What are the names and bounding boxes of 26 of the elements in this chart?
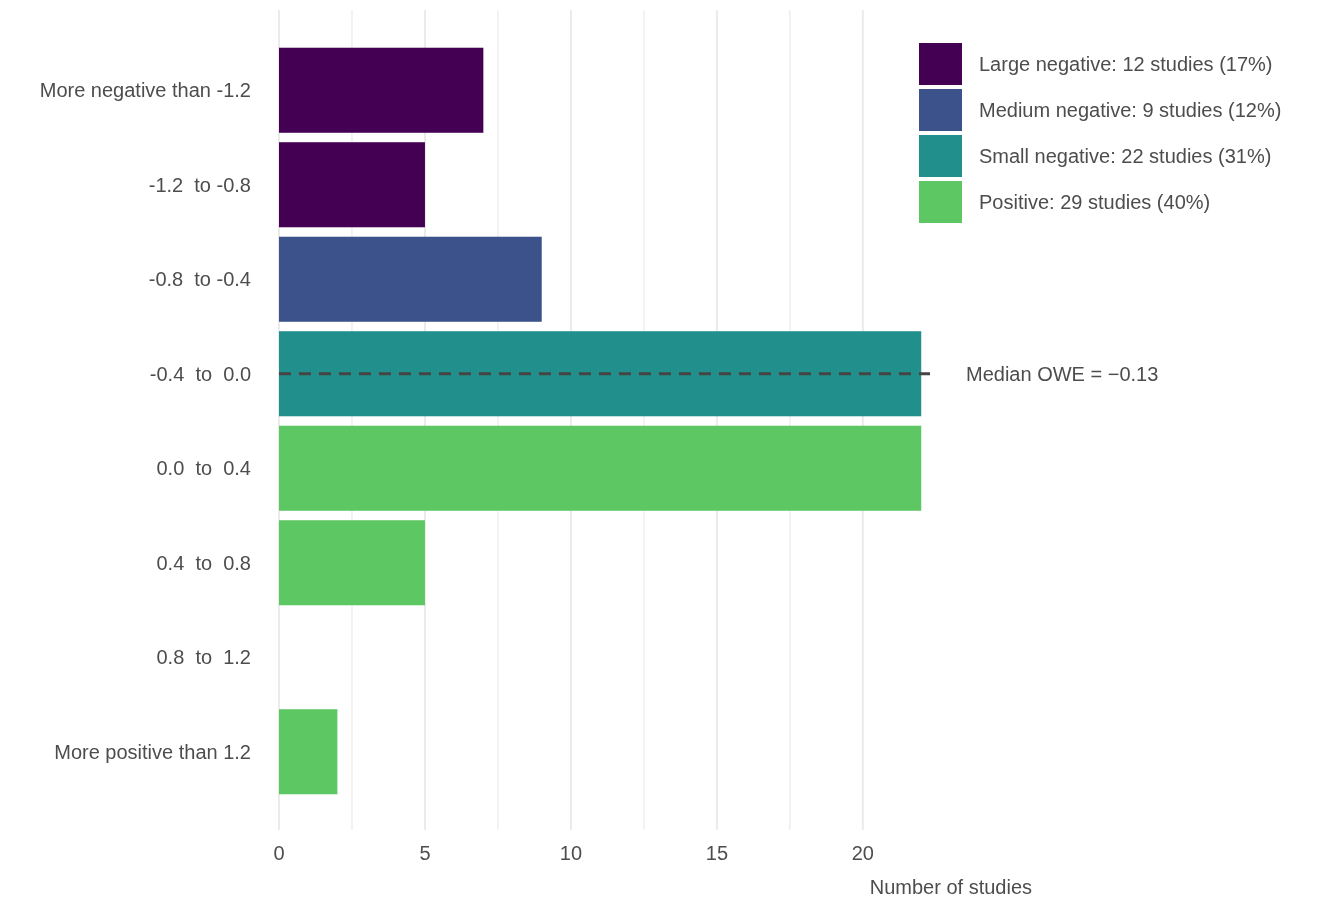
x-tick-label: 5 (419, 842, 431, 864)
ref-line-label: Median OWE = −0.13 (966, 362, 1159, 385)
y-tick-label: 0.0 to 0.4 (156, 457, 251, 480)
y-tick-label: 0.8 to 1.2 (156, 646, 251, 669)
y-tick-label: -0.4 to 0.0 (149, 362, 251, 385)
bar (279, 142, 425, 228)
y-tick-label: -0.8 to -0.4 (148, 268, 251, 291)
y-tick-label: More positive than 1.2 (54, 740, 251, 763)
x-axis-title: Number of studies (869, 876, 1032, 898)
bar (279, 47, 484, 133)
x-tick-label: 15 (705, 842, 729, 864)
y-tick-label: 0.4 to 0.8 (156, 551, 251, 574)
bar (279, 236, 542, 322)
legend-label: Small negative: 22 studies (31%) (979, 145, 1272, 167)
legend-label: Large negative: 12 studies (17%) (979, 53, 1273, 75)
bar (279, 425, 922, 511)
legend-label: Medium negative: 9 studies (12%) (979, 99, 1282, 121)
x-tick-label: 0 (273, 842, 285, 864)
x-tick-label: 20 (851, 842, 874, 864)
bar (279, 331, 922, 417)
y-tick-label: -1.2 to -0.8 (148, 173, 251, 196)
bar (279, 709, 338, 795)
x-tick-label: 10 (559, 842, 583, 864)
legend-label: Positive: 29 studies (40%) (979, 191, 1211, 213)
y-tick-label: More negative than -1.2 (39, 79, 251, 102)
bar (279, 520, 425, 606)
